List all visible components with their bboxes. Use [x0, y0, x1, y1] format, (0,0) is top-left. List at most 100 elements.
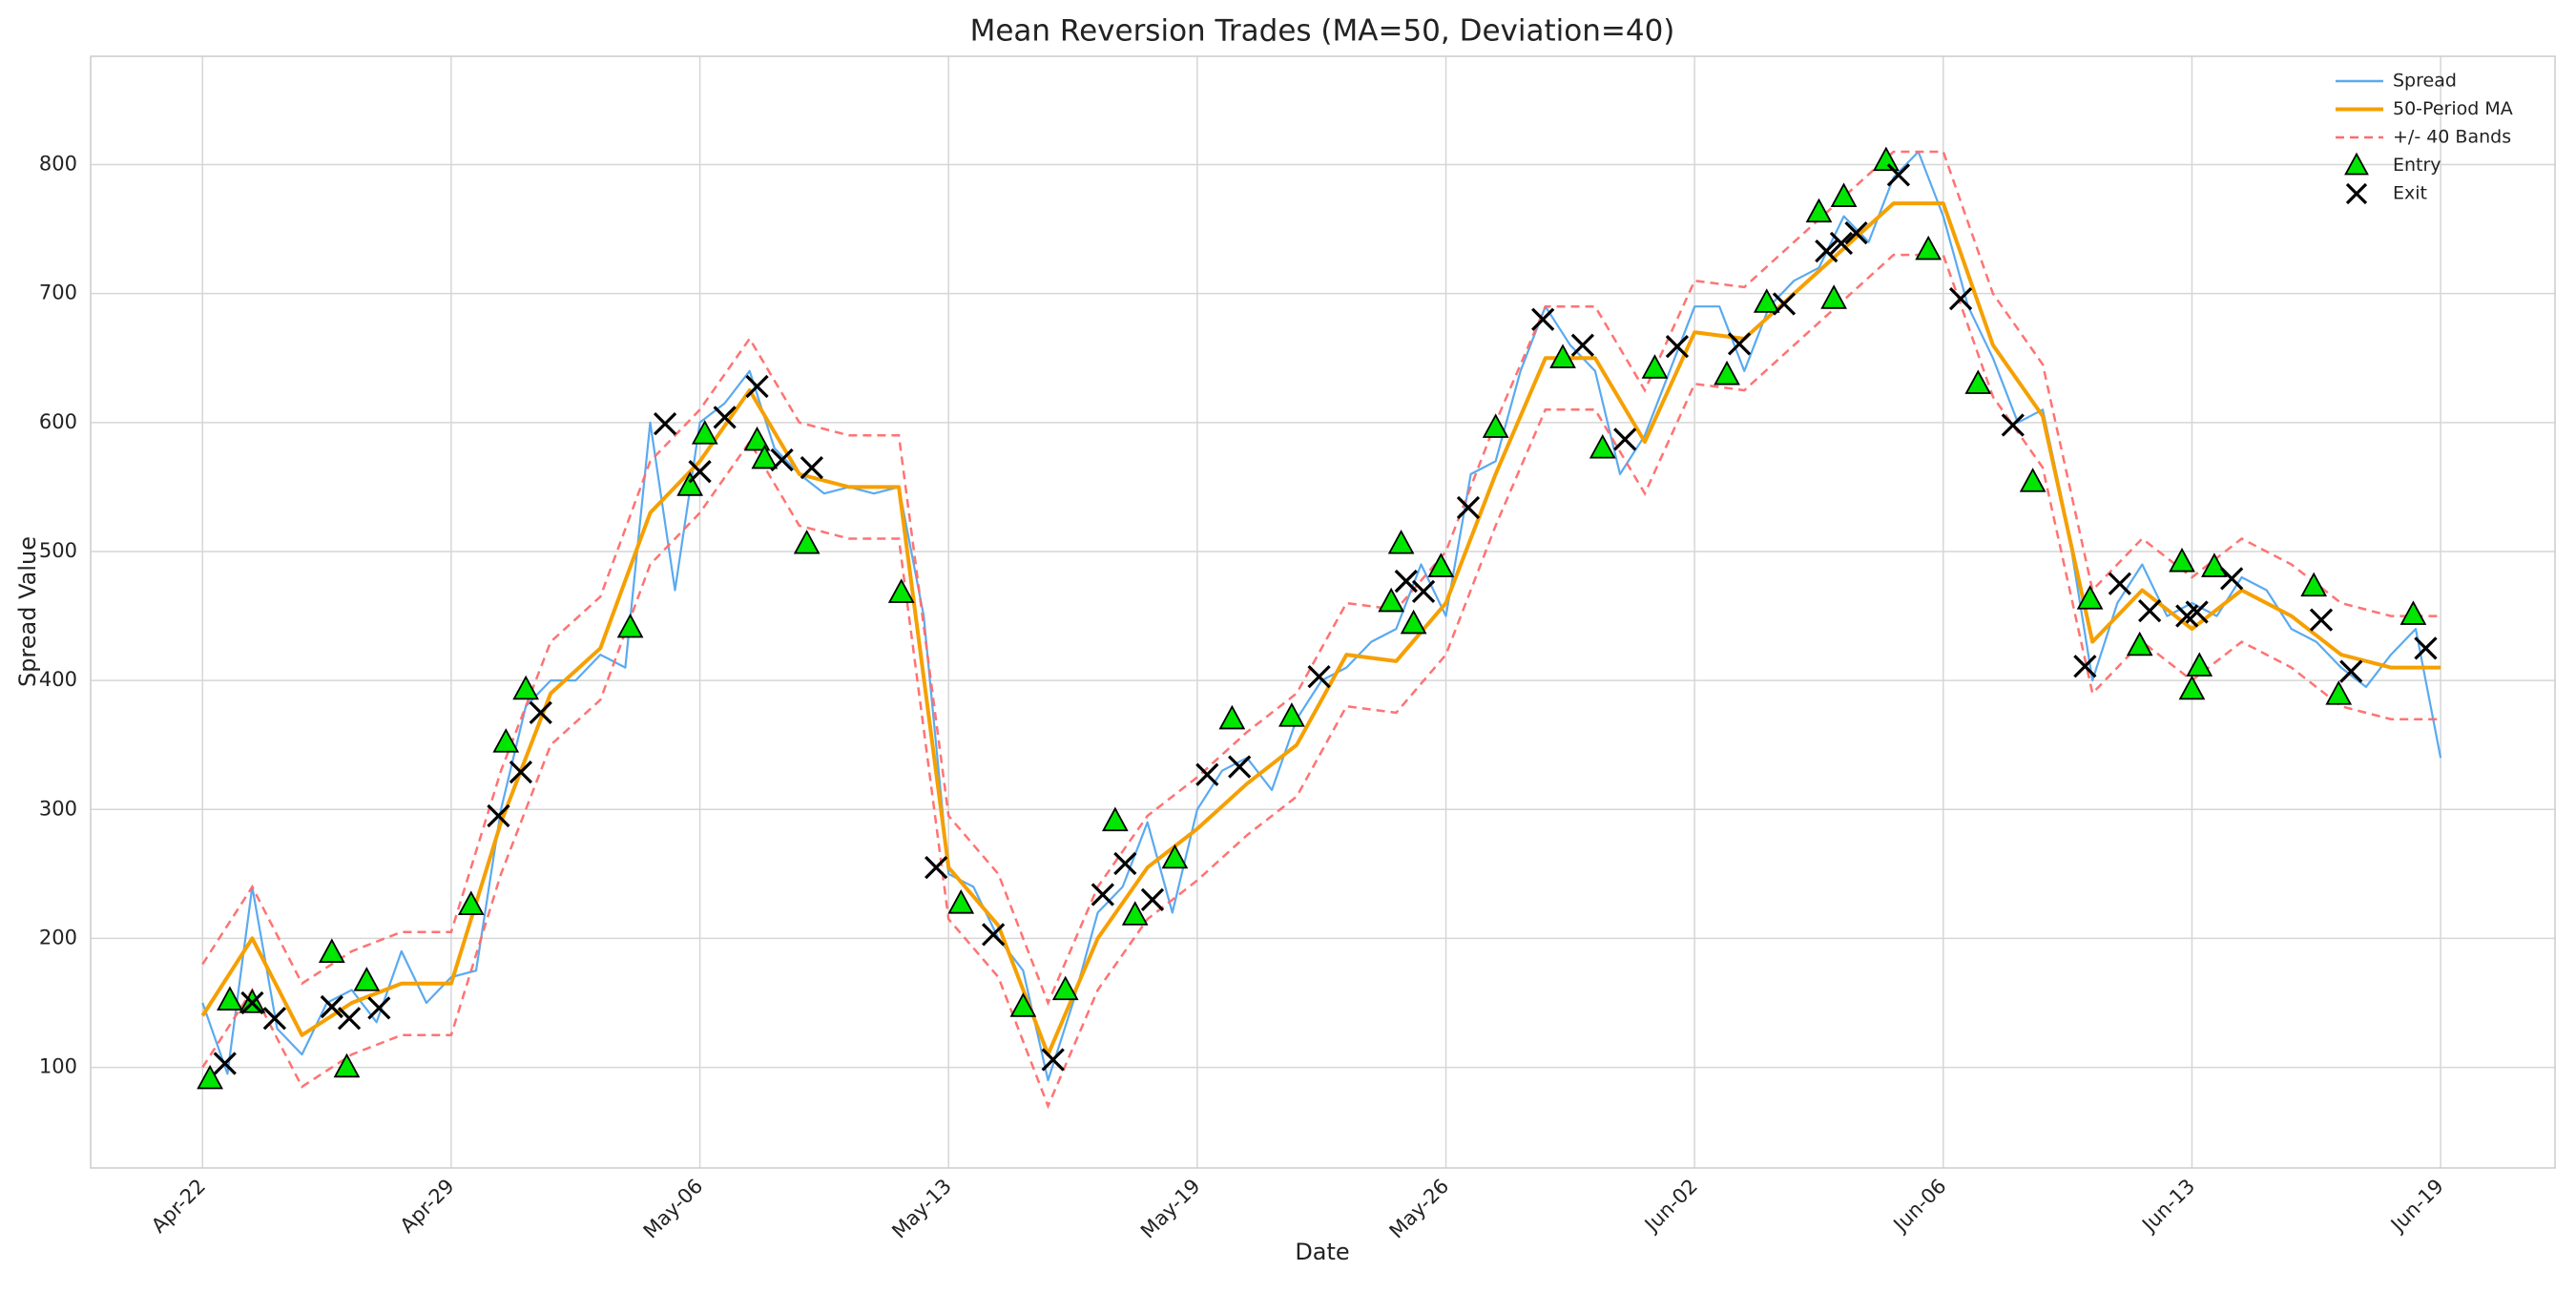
exit-marker [1815, 239, 1839, 263]
entry-marker [1872, 146, 1900, 172]
y-tick-label: 400 [39, 668, 77, 691]
entry-marker [1549, 344, 1576, 368]
exit-marker [1456, 495, 1481, 520]
entry-marker [2126, 631, 2153, 656]
y-tick-label: 700 [39, 281, 77, 304]
exit-marker [1886, 163, 1911, 187]
exit-marker [1727, 332, 1752, 356]
entry-marker [1964, 369, 1992, 394]
entry-marker [2325, 680, 2353, 705]
legend-label: Spread [2393, 71, 2457, 92]
entry-marker [1218, 704, 1246, 730]
exit-marker [1948, 286, 1973, 311]
entry-marker [1387, 529, 1415, 554]
exit-marker [240, 990, 264, 1015]
exit-marker [1195, 762, 1219, 786]
legend-label: 50-Period MA [2393, 98, 2513, 119]
entry-marker [751, 444, 779, 469]
exit-marker [1394, 569, 1418, 594]
exit-marker [487, 803, 510, 828]
exit-marker [770, 448, 794, 472]
exit-marker [1772, 292, 1797, 316]
exit-marker [213, 1052, 237, 1075]
exit-marker [653, 412, 677, 436]
exit-marker [2138, 599, 2162, 623]
entry-marker [197, 1064, 223, 1090]
entry-marker [1915, 235, 1942, 260]
entry-marker [793, 529, 821, 554]
exit-marker [2220, 567, 2244, 591]
entry-marker [2178, 675, 2206, 700]
y-axis-label: Spread Value [14, 536, 41, 687]
entry-marker [492, 728, 520, 753]
entry-marker [1400, 609, 1427, 635]
band-line [201, 253, 2441, 1110]
exit-marker [2001, 413, 2025, 437]
exit-marker [1844, 221, 1868, 245]
exit-marker [367, 996, 391, 1020]
entry-marker [887, 578, 915, 603]
y-tick-label: 600 [39, 410, 77, 433]
exit-marker [1411, 579, 1436, 604]
exit-marker [2185, 600, 2209, 624]
exit-marker [262, 1007, 287, 1031]
y-tick-label: 200 [39, 926, 77, 948]
y-tick-label: 300 [39, 797, 77, 820]
exit-marker [1613, 427, 1637, 451]
entry-marker [2169, 547, 2195, 573]
y-tick-label: 800 [39, 153, 77, 176]
entry-marker [1820, 284, 1847, 309]
entry-marker [1427, 552, 1455, 577]
exit-marker [1531, 307, 1555, 331]
entry-marker [512, 675, 539, 700]
entry-marker [1101, 806, 1129, 832]
entry-marker [947, 889, 975, 914]
exit-marker [924, 855, 948, 880]
entry-marker [1482, 413, 1509, 438]
entry-marker [2076, 585, 2104, 610]
entry-marker [1009, 992, 1037, 1017]
chart-title: Mean Reversion Trades (MA=50, Deviation=… [970, 14, 1675, 49]
entry-marker [1830, 182, 1858, 207]
exit-marker [745, 374, 769, 399]
y-tick-label: 100 [39, 1055, 77, 1078]
exit-marker [1307, 664, 1331, 689]
series-line [200, 201, 2441, 1057]
exit-marker [1091, 883, 1114, 906]
entry-marker [333, 1052, 361, 1078]
exit-marker [2108, 572, 2132, 595]
exit-marker [2414, 636, 2438, 660]
exit-marker [1228, 755, 1252, 779]
entry-marker [2019, 468, 2046, 492]
entry-marker [1051, 975, 1079, 1001]
entry-marker [743, 426, 771, 451]
exit-marker [713, 406, 737, 429]
exit-marker [509, 760, 533, 784]
x-axis-label: Date [1295, 1239, 1349, 1265]
entry-marker [353, 967, 381, 991]
entry-marker [2201, 552, 2228, 577]
exit-marker [1570, 333, 1595, 357]
entry-marker [1121, 901, 1149, 926]
exit-marker [1665, 334, 1690, 359]
entry-marker [691, 420, 718, 445]
exit-marker [2339, 659, 2363, 683]
band-line [201, 150, 2441, 1007]
entry-marker [1378, 587, 1405, 613]
legend-label: Entry [2393, 155, 2441, 176]
entry-marker [616, 613, 644, 638]
legend-label: +/- 40 Bands [2393, 127, 2511, 148]
entry-marker [1805, 198, 1833, 223]
exit-marker [320, 994, 343, 1019]
exit-marker [688, 460, 712, 484]
entry-marker [1589, 433, 1616, 459]
entry-marker [1641, 354, 1669, 379]
exit-marker [800, 455, 824, 480]
entry-marker [1714, 360, 1740, 386]
entry-marker [676, 471, 704, 496]
entry-marker [2300, 572, 2328, 597]
plot-frame [90, 55, 2556, 1169]
exit-marker [2073, 655, 2097, 678]
entry-marker [1161, 844, 1189, 869]
